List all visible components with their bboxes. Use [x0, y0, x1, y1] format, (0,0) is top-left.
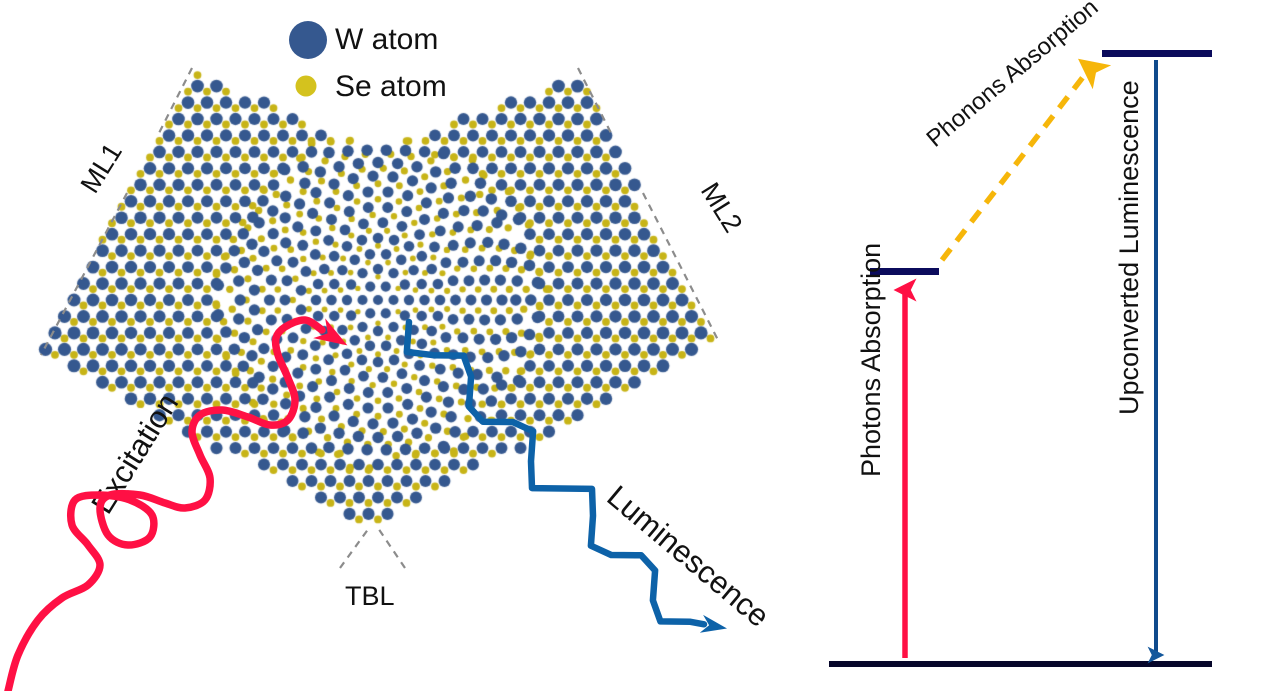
svg-text:Se atom: Se atom: [335, 70, 447, 103]
svg-text:Upconverted Luminescence: Upconverted Luminescence: [1114, 80, 1144, 415]
svg-text:TBL: TBL: [345, 581, 395, 611]
svg-text:Phonons Absorption: Phonons Absorption: [922, 0, 1104, 153]
svg-text:ML2: ML2: [695, 177, 748, 237]
svg-text:ML1: ML1: [75, 138, 128, 198]
svg-text:Photons Absorption: Photons Absorption: [856, 243, 886, 477]
svg-text:W atom: W atom: [335, 23, 438, 56]
